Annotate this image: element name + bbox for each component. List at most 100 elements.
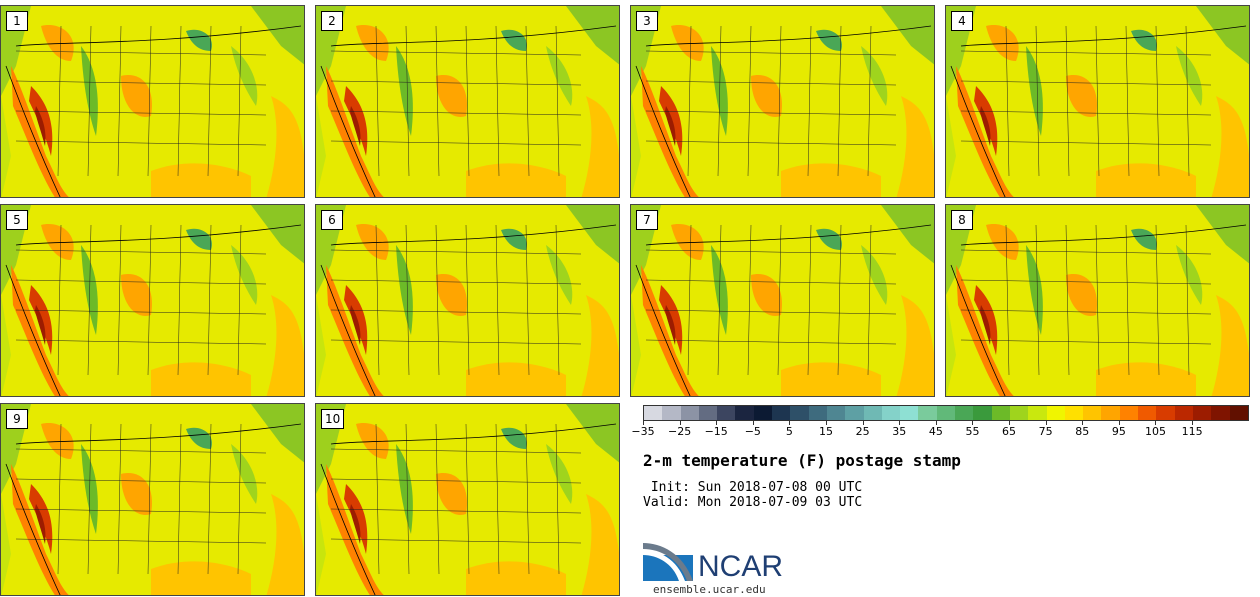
tick-label: −35 bbox=[631, 425, 655, 438]
temperature-map bbox=[316, 404, 619, 595]
logo-wordmark: NCAR bbox=[698, 550, 784, 583]
tick-label: −15 bbox=[704, 425, 728, 438]
color-swatch bbox=[1211, 406, 1230, 420]
tick-label: 85 bbox=[1075, 425, 1090, 438]
tick-mark bbox=[1082, 420, 1084, 425]
color-swatch bbox=[918, 406, 937, 420]
tick-label: 55 bbox=[965, 425, 980, 438]
map-panel: 9 bbox=[0, 403, 305, 596]
color-swatch bbox=[1009, 406, 1029, 420]
tick-mark bbox=[862, 420, 864, 425]
tick-mark bbox=[716, 420, 718, 425]
member-label: 2 bbox=[321, 11, 343, 31]
color-swatch bbox=[881, 406, 901, 420]
tick-label: 65 bbox=[1002, 425, 1017, 438]
color-swatch bbox=[1229, 406, 1248, 420]
color-swatch bbox=[991, 406, 1010, 420]
tick-mark bbox=[789, 420, 791, 425]
tick-label: 5 bbox=[785, 425, 793, 438]
color-swatch bbox=[717, 406, 736, 420]
tick-mark bbox=[1155, 420, 1157, 425]
color-swatch bbox=[955, 406, 974, 420]
tick-mark bbox=[826, 420, 828, 425]
color-swatch bbox=[753, 406, 773, 420]
member-label: 1 bbox=[6, 11, 28, 31]
map-panel: 3 bbox=[630, 5, 935, 198]
color-swatch bbox=[936, 406, 956, 420]
tick-label: −5 bbox=[744, 425, 761, 438]
tick-mark bbox=[679, 420, 681, 425]
color-swatch bbox=[973, 406, 992, 420]
color-swatch bbox=[845, 406, 864, 420]
color-swatch bbox=[680, 406, 699, 420]
color-swatch bbox=[826, 406, 846, 420]
init-time: Init: Sun 2018-07-08 00 UTC bbox=[643, 480, 863, 495]
temperature-map bbox=[631, 6, 934, 197]
tick-label: 35 bbox=[892, 425, 907, 438]
color-swatch bbox=[1083, 406, 1102, 420]
tick-mark bbox=[899, 420, 901, 425]
tick-label: 105 bbox=[1144, 425, 1166, 438]
color-swatch bbox=[900, 406, 919, 420]
color-swatch bbox=[1192, 406, 1212, 420]
member-label: 3 bbox=[636, 11, 658, 31]
member-label: 9 bbox=[6, 409, 28, 429]
temperature-map bbox=[1, 6, 304, 197]
member-label: 4 bbox=[951, 11, 973, 31]
tick-mark bbox=[643, 420, 644, 425]
tick-mark bbox=[1045, 420, 1047, 425]
temperature-map bbox=[316, 6, 619, 197]
color-scale-ticks: −35 −25 −15 −5 5 15 25 35 45 55 65 75 85 95 105 115 bbox=[631, 420, 1247, 440]
color-swatch bbox=[1119, 406, 1139, 420]
member-label: 5 bbox=[6, 210, 28, 230]
map-panel: 1 bbox=[0, 5, 305, 198]
temperature-map bbox=[1, 205, 304, 396]
member-label: 8 bbox=[951, 210, 973, 230]
tick-label: 45 bbox=[928, 425, 943, 438]
tick-label: −25 bbox=[667, 425, 692, 438]
color-swatch bbox=[1101, 406, 1120, 420]
tick-mark bbox=[752, 420, 754, 425]
map-panel: 4 bbox=[945, 5, 1250, 198]
color-swatch bbox=[863, 406, 882, 420]
tick-label: 75 bbox=[1038, 425, 1053, 438]
tick-label: 15 bbox=[819, 425, 834, 438]
color-swatch bbox=[808, 406, 827, 420]
color-swatch bbox=[644, 406, 663, 420]
member-label: 10 bbox=[321, 409, 345, 429]
color-swatch bbox=[698, 406, 718, 420]
map-panel: 8 bbox=[945, 204, 1250, 397]
color-swatch bbox=[735, 406, 754, 420]
color-scale-bar bbox=[643, 405, 1249, 421]
tick-label: 25 bbox=[855, 425, 870, 438]
map-panel: 10 bbox=[315, 403, 620, 596]
color-swatch bbox=[1156, 406, 1175, 420]
map-panel: 7 bbox=[630, 204, 935, 397]
map-panel: 2 bbox=[315, 5, 620, 198]
temperature-map bbox=[946, 6, 1249, 197]
map-panel: 6 bbox=[315, 204, 620, 397]
tick-mark bbox=[1009, 420, 1011, 425]
temperature-map bbox=[316, 205, 619, 396]
tick-label: 115 bbox=[1181, 425, 1203, 438]
temperature-map bbox=[631, 205, 934, 396]
map-panel: 5 bbox=[0, 204, 305, 397]
chart-title: 2-m temperature (F) postage stamp bbox=[643, 451, 961, 470]
color-swatch bbox=[790, 406, 809, 420]
tick-mark bbox=[1192, 420, 1194, 425]
color-swatch bbox=[662, 406, 681, 420]
temperature-map bbox=[946, 205, 1249, 396]
valid-time: Valid: Mon 2018-07-09 03 UTC bbox=[643, 495, 863, 510]
color-swatch bbox=[1046, 406, 1065, 420]
color-swatch bbox=[1064, 406, 1084, 420]
member-label: 7 bbox=[636, 210, 658, 230]
temperature-map bbox=[1, 404, 304, 595]
tick-mark bbox=[935, 420, 937, 425]
color-swatch bbox=[772, 406, 791, 420]
tick-label: 95 bbox=[1111, 425, 1126, 438]
tick-mark bbox=[1118, 420, 1120, 425]
tick-mark bbox=[972, 420, 974, 425]
color-swatch bbox=[1138, 406, 1157, 420]
color-swatch bbox=[1028, 406, 1047, 420]
site-url: ensemble.ucar.edu bbox=[653, 583, 766, 596]
